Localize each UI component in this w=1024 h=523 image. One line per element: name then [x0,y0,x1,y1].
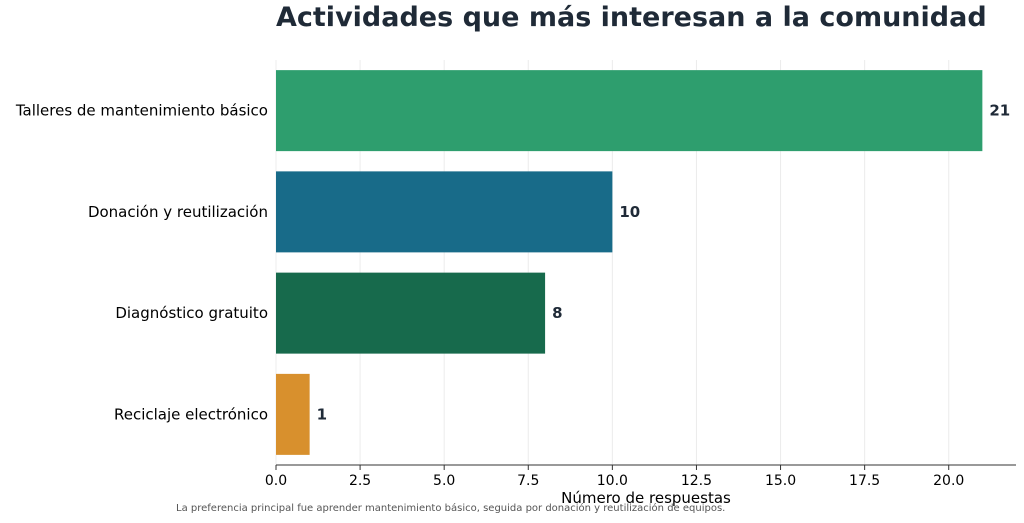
x-tick-label: 17.5 [849,473,880,489]
bar [276,171,613,253]
value-label: 1 [317,405,327,423]
x-tick-label: 15.0 [765,473,796,489]
x-tick-label: 0.0 [265,473,287,489]
value-label: 10 [619,203,640,221]
category-labels: Talleres de mantenimiento básico Donación… [15,102,268,424]
value-label: 21 [989,102,1010,120]
bars [276,70,983,455]
value-label: 8 [552,304,562,322]
x-tick-label: 20.0 [933,473,964,489]
axes: Número de respuestas [276,464,1016,507]
x-tick-label: 5.0 [433,473,455,489]
x-tick-label: 12.5 [681,473,712,489]
chart-caption: La preferencia principal fue aprender ma… [176,503,726,514]
value-labels: 21 10 8 1 [317,102,1011,424]
bar [276,70,983,152]
bar [276,373,310,455]
category-label: Donación y reutilización [88,203,268,221]
x-tick-label: 2.5 [349,473,371,489]
category-label: Diagnóstico gratuito [115,304,268,322]
category-label: Talleres de mantenimiento básico [15,102,268,120]
x-ticks: 0.0 2.5 5.0 7.5 10.0 12.5 15.0 17.5 20.0 [265,465,964,489]
x-tick-label: 10.0 [597,473,628,489]
category-label: Reciclaje electrónico [114,405,268,423]
chart-title: Actividades que más interesan a la comun… [276,2,987,33]
bar [276,272,546,354]
x-axis-label: Número de respuestas [561,489,731,507]
x-tick-label: 7.5 [517,473,539,489]
